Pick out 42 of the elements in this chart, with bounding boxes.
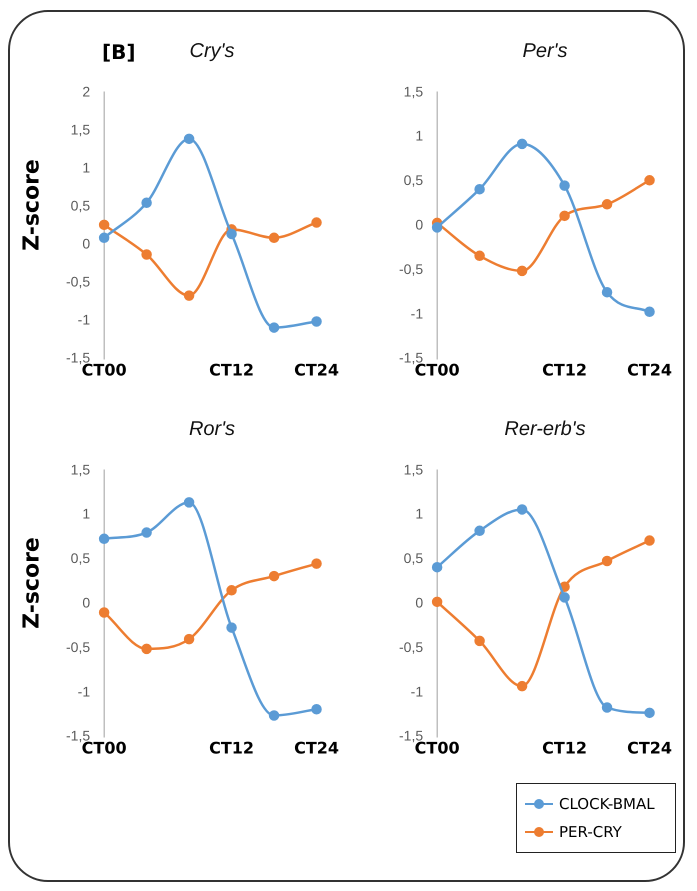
- y-tick-label: 1,5: [70, 461, 90, 478]
- x-tick-label: CT24: [294, 738, 339, 758]
- y-tick-label: 0,5: [70, 550, 90, 566]
- y-tick-label: 1: [82, 506, 90, 522]
- y-tick-label: -0,5: [399, 260, 424, 277]
- legend-label: CLOCK-BMAL: [559, 795, 655, 813]
- y-tick-label: -1: [410, 683, 424, 700]
- chart-title: Per's: [522, 40, 568, 63]
- y-tick-label: 1,5: [404, 461, 424, 478]
- y-tick-label: 0,5: [70, 197, 90, 214]
- x-tick-label: CT12: [209, 360, 254, 380]
- chart-title: Rer-erb's: [503, 418, 587, 441]
- x-tick-label: CT24: [627, 738, 672, 758]
- y-tick-label: 0,5: [404, 550, 424, 566]
- y-tick-label: -0,5: [66, 274, 90, 290]
- y-tick-label: 1,5: [404, 83, 424, 100]
- y-tick-label: 1: [415, 506, 424, 522]
- y-tick-label: 0,5: [404, 172, 424, 188]
- y-tick-label: -1: [410, 305, 424, 322]
- y-tick-label: 1,5: [70, 121, 90, 138]
- y-tick-label: -1: [78, 312, 90, 328]
- x-tick-label: CT12: [542, 360, 588, 380]
- x-tick-label: CT12: [542, 738, 588, 758]
- y-tick-label: 0: [415, 216, 424, 232]
- y-axis-title: Z-score: [20, 537, 44, 629]
- chart-title: Ror's: [188, 418, 236, 441]
- y-tick-label: 1: [82, 159, 90, 176]
- y-tick-label: -0,5: [66, 638, 90, 655]
- x-tick-label: CT12: [209, 738, 254, 758]
- y-tick-label: -1: [78, 683, 90, 700]
- legend-label: PER-CRY: [559, 823, 622, 841]
- y-tick-label: 0: [82, 235, 90, 252]
- chart-title: Cry's: [190, 40, 234, 62]
- y-tick-label: 2: [82, 83, 90, 100]
- x-tick-label: CT24: [294, 360, 339, 380]
- text: [B]: [102, 40, 136, 64]
- y-tick-label: 0: [82, 594, 90, 610]
- x-tick-label: CT24: [627, 360, 672, 380]
- y-axis-title: Z-score: [20, 159, 44, 251]
- y-tick-label: 1: [415, 128, 424, 144]
- y-tick-label: 0: [415, 594, 424, 610]
- y-tick-label: -0,5: [399, 638, 424, 655]
